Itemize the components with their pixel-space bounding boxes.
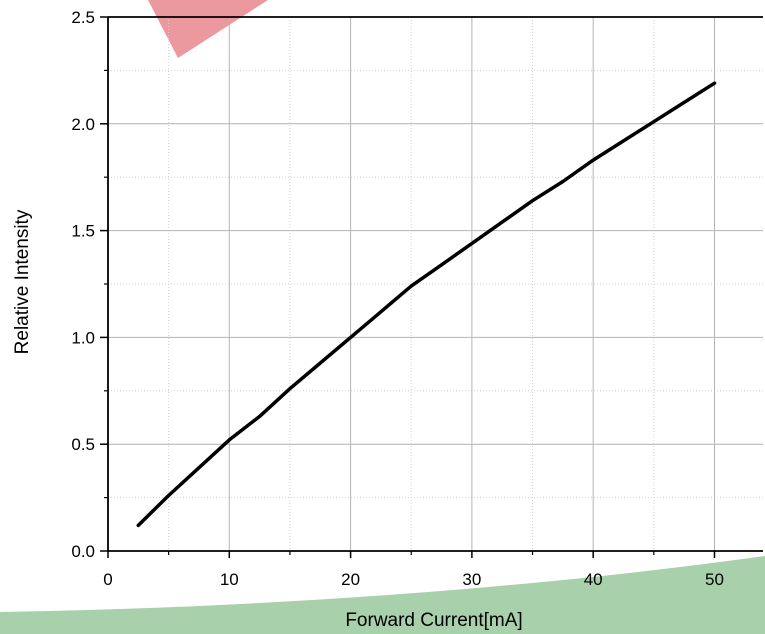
x-tick-label: 50 (705, 570, 724, 589)
x-tick-labels: 0 10 20 30 40 50 (103, 570, 724, 589)
x-tick-label: 20 (341, 570, 360, 589)
axis-ticks (100, 16, 716, 558)
x-axis-title: Forward Current[mA] (345, 610, 522, 631)
x-tick-label: 40 (584, 570, 603, 589)
y-tick-label: 0.0 (71, 542, 95, 561)
y-tick-labels: 0.0 0.5 1.0 1.5 2.0 2.5 (71, 8, 95, 561)
grid (108, 17, 763, 551)
x-tick-label: 0 (103, 570, 112, 589)
y-tick-label: 0.5 (71, 435, 95, 454)
watermark-red-shape (148, 0, 268, 58)
y-tick-label: 1.5 (71, 222, 95, 241)
x-tick-label: 30 (462, 570, 481, 589)
y-tick-label: 1.0 (71, 328, 95, 347)
watermark-green-shape (0, 556, 765, 634)
x-tick-label: 10 (220, 570, 239, 589)
y-axis-title: Relative Intensity (12, 209, 33, 354)
y-tick-label: 2.5 (71, 8, 95, 27)
data-series (136, 81, 717, 528)
y-tick-label: 2.0 (71, 115, 95, 134)
series-line (136, 81, 717, 528)
